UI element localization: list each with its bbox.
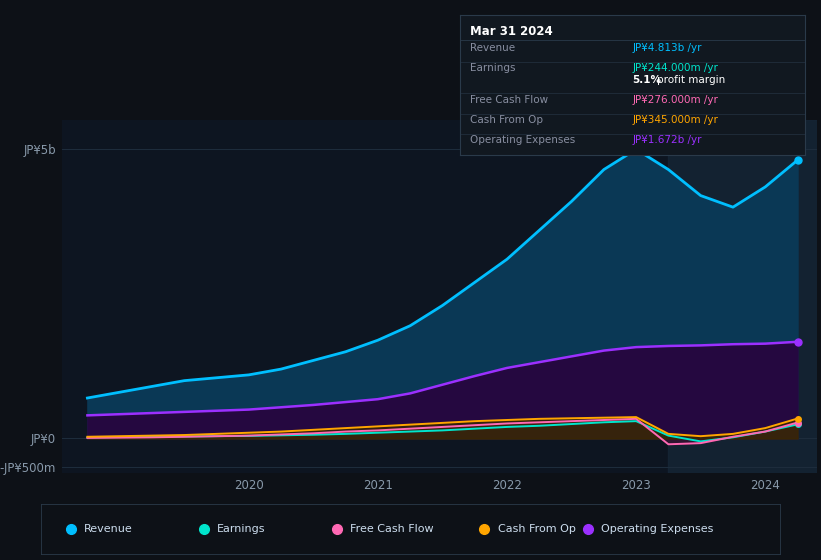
Text: 5.1%: 5.1%	[632, 75, 662, 85]
Text: JP¥345.000m /yr: JP¥345.000m /yr	[632, 115, 718, 125]
Text: Earnings: Earnings	[217, 524, 265, 534]
Text: Mar 31 2024: Mar 31 2024	[470, 25, 553, 38]
Text: Revenue: Revenue	[84, 524, 133, 534]
Text: Operating Expenses: Operating Expenses	[470, 136, 576, 146]
Text: Cash From Op: Cash From Op	[498, 524, 576, 534]
Text: JP¥276.000m /yr: JP¥276.000m /yr	[632, 95, 718, 105]
Text: Free Cash Flow: Free Cash Flow	[470, 95, 548, 105]
Text: JP¥1.672b /yr: JP¥1.672b /yr	[632, 136, 702, 146]
Text: JP¥4.813b /yr: JP¥4.813b /yr	[632, 43, 702, 53]
Bar	[668, 120, 821, 473]
Text: Operating Expenses: Operating Expenses	[601, 524, 713, 534]
Text: profit margin: profit margin	[657, 75, 725, 85]
Text: Free Cash Flow: Free Cash Flow	[350, 524, 433, 534]
Text: JP¥244.000m /yr: JP¥244.000m /yr	[632, 63, 718, 73]
Text: Earnings: Earnings	[470, 63, 516, 73]
Text: Cash From Op: Cash From Op	[470, 115, 544, 125]
Text: Revenue: Revenue	[470, 43, 516, 53]
